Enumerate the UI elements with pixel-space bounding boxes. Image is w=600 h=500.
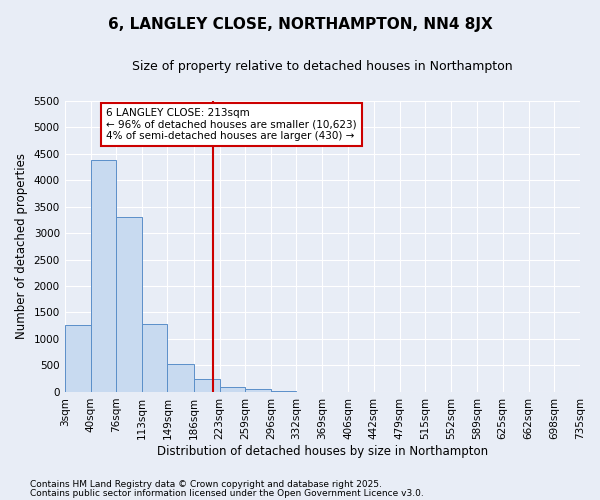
Text: Contains public sector information licensed under the Open Government Licence v3: Contains public sector information licen… <box>30 488 424 498</box>
Text: 6, LANGLEY CLOSE, NORTHAMPTON, NN4 8JX: 6, LANGLEY CLOSE, NORTHAMPTON, NN4 8JX <box>107 18 493 32</box>
X-axis label: Distribution of detached houses by size in Northampton: Distribution of detached houses by size … <box>157 444 488 458</box>
Y-axis label: Number of detached properties: Number of detached properties <box>15 154 28 340</box>
Bar <box>91 160 116 392</box>
Text: 6 LANGLEY CLOSE: 213sqm
← 96% of detached houses are smaller (10,623)
4% of semi: 6 LANGLEY CLOSE: 213sqm ← 96% of detache… <box>106 108 356 141</box>
Bar <box>245 390 271 392</box>
Bar <box>220 386 245 392</box>
Title: Size of property relative to detached houses in Northampton: Size of property relative to detached ho… <box>132 60 512 73</box>
Text: Contains HM Land Registry data © Crown copyright and database right 2025.: Contains HM Land Registry data © Crown c… <box>30 480 382 489</box>
Bar <box>167 364 194 392</box>
Bar <box>116 217 142 392</box>
Bar <box>193 379 220 392</box>
Bar <box>142 324 167 392</box>
Bar <box>65 324 91 392</box>
